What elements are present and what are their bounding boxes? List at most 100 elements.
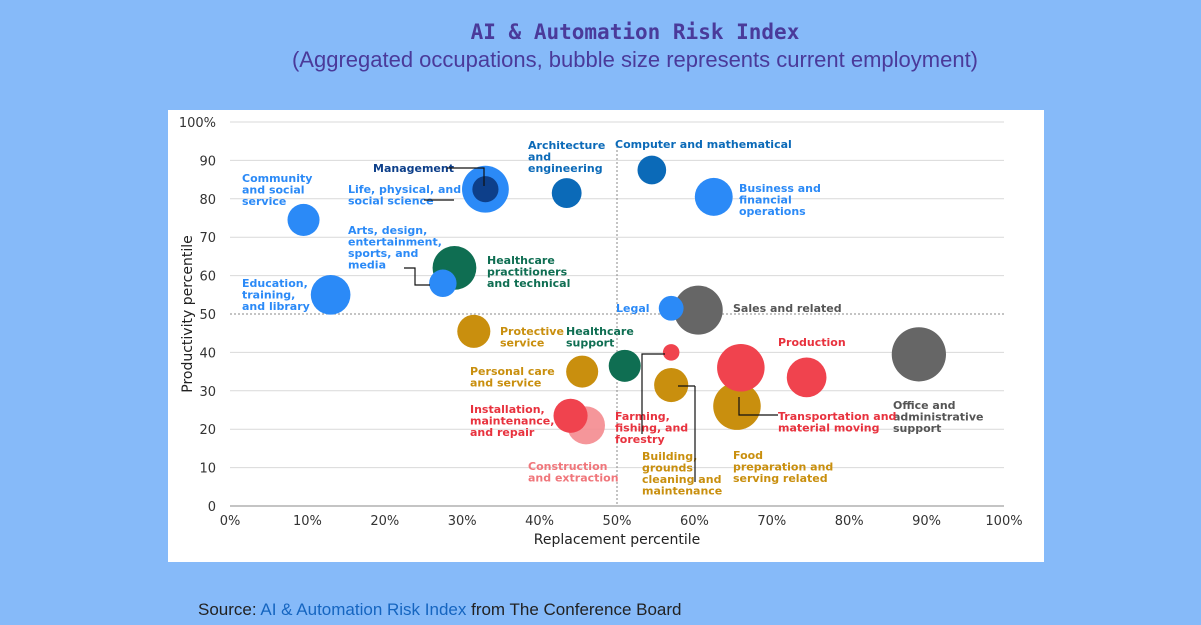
data-label-line: and library	[242, 300, 310, 313]
x-tick-label: 100%	[985, 514, 1022, 529]
data-label-line: Transportation and	[778, 410, 896, 423]
data-label-line: Life, physical, and	[348, 183, 461, 196]
data-label-line: service	[500, 337, 544, 350]
y-axis-title: Productivity percentile	[180, 235, 196, 392]
y-tick-label: 100%	[179, 116, 216, 131]
data-label-line: financial	[739, 194, 792, 207]
y-tick-label: 10	[199, 462, 216, 477]
data-label: Installation, maintenance, and repair	[470, 403, 554, 439]
data-label-line: Arts, design,	[348, 224, 427, 237]
bubble	[717, 343, 765, 392]
data-label-line: practitioners	[487, 266, 568, 279]
data-label-line: Architecture	[528, 139, 605, 152]
data-label-line: social science	[348, 195, 434, 208]
data-label: Protective service	[500, 325, 564, 350]
data-label-line: sports, and	[348, 247, 418, 260]
leader-line	[404, 267, 430, 286]
y-tick-label: 30	[199, 385, 216, 400]
bubble	[566, 355, 599, 388]
data-label-line: and repair	[470, 426, 535, 439]
data-label: Transportation and material moving	[778, 410, 896, 435]
bubble	[310, 274, 351, 315]
bubble	[551, 178, 582, 208]
data-label: Business and financial operations	[739, 182, 821, 218]
x-tick-label: 30%	[448, 514, 477, 529]
data-label-line: maintenance,	[470, 415, 554, 428]
bubble	[457, 314, 491, 348]
data-label: Production	[778, 336, 846, 349]
y-tick-label: 90	[199, 154, 216, 169]
data-label-line: engineering	[528, 162, 603, 175]
x-tick-label: 90%	[912, 514, 941, 529]
y-tick-label: 80	[199, 193, 216, 208]
data-label-line: preparation and	[733, 461, 833, 474]
bubble	[673, 285, 723, 335]
data-label-line: Office and	[893, 399, 956, 412]
source-line: Source: AI & Automation Risk Index from …	[198, 600, 682, 620]
leader-line	[447, 167, 485, 186]
source-suffix: from The Conference Board	[466, 600, 682, 619]
data-label-line: fishing, and	[615, 422, 688, 435]
chart-subtitle: (Aggregated occupations, bubble size rep…	[291, 47, 979, 72]
x-tick-label: 70%	[757, 514, 786, 529]
x-tick-label: 60%	[680, 514, 709, 529]
data-label-line: operations	[739, 205, 806, 218]
data-label-line: Management	[373, 162, 454, 175]
bubble	[608, 349, 641, 382]
data-label-line: support	[566, 337, 614, 350]
bubble	[786, 357, 827, 398]
data-label-line: and extraction	[528, 472, 619, 485]
data-label-line: Business and	[739, 182, 821, 195]
data-label-line: and technical	[487, 277, 570, 290]
x-tick-label: 10%	[293, 514, 322, 529]
data-label: Sales and related	[733, 302, 842, 315]
source-link[interactable]: AI & Automation Risk Index	[260, 600, 467, 619]
y-tick-label: 60	[199, 270, 216, 285]
bubble	[654, 367, 689, 403]
data-label-line: Production	[778, 336, 846, 349]
bubble	[694, 177, 733, 216]
y-tick-label: 20	[199, 423, 216, 438]
data-label-line: Protective	[500, 325, 564, 338]
bubble	[429, 269, 457, 297]
data-label: Construction and extraction	[528, 460, 619, 485]
data-label-line: cleaning and	[642, 473, 721, 486]
data-label: Computer and mathematical	[615, 138, 792, 151]
data-label: Management	[373, 162, 454, 175]
data-label: Healthcare practitioners and technical	[487, 254, 570, 290]
data-label-line: and	[528, 151, 551, 164]
source-prefix: Source:	[198, 600, 261, 619]
data-label-line: media	[348, 259, 386, 272]
data-label-line: Healthcare	[487, 254, 555, 267]
leader-line	[738, 397, 778, 416]
data-label-line: and social	[242, 184, 305, 197]
data-label-line: support	[893, 422, 941, 435]
bubble	[713, 382, 761, 430]
data-label-line: Legal	[616, 302, 650, 315]
data-label-line: and service	[470, 377, 541, 390]
bubble	[553, 398, 588, 433]
data-label-line: administrative	[893, 411, 983, 424]
chart-panel: 0 10 20 30 40 50 60 70 80 90 100% 0% 10% 20% 30% 40% 50%…	[168, 110, 1044, 562]
data-label: Education, training, and library	[242, 277, 310, 313]
data-label-line: Computer and mathematical	[615, 138, 792, 151]
bubble	[287, 203, 320, 236]
y-tick-label: 70	[199, 231, 216, 246]
data-label-line: Healthcare	[566, 325, 634, 338]
data-label: Farming, fishing, and forestry	[615, 410, 688, 446]
bubble	[891, 327, 946, 382]
chart-title: AI & Automation Risk Index	[470, 20, 800, 44]
data-label: Legal	[616, 302, 650, 315]
y-tick-label: 50	[199, 308, 216, 323]
x-tick-label: 80%	[835, 514, 864, 529]
x-tick-label: 40%	[525, 514, 554, 529]
data-label: Life, physical, and social science	[348, 183, 461, 208]
data-label: Architecture and engineering	[528, 139, 605, 175]
data-label-line: serving related	[733, 472, 828, 485]
data-label: Community and social service	[242, 172, 312, 208]
data-label-line: Personal care	[470, 365, 555, 378]
data-label-line: grounds	[642, 462, 693, 475]
bubble	[472, 176, 499, 203]
bubble	[658, 295, 684, 321]
data-label: Office and administrative support	[893, 399, 983, 435]
